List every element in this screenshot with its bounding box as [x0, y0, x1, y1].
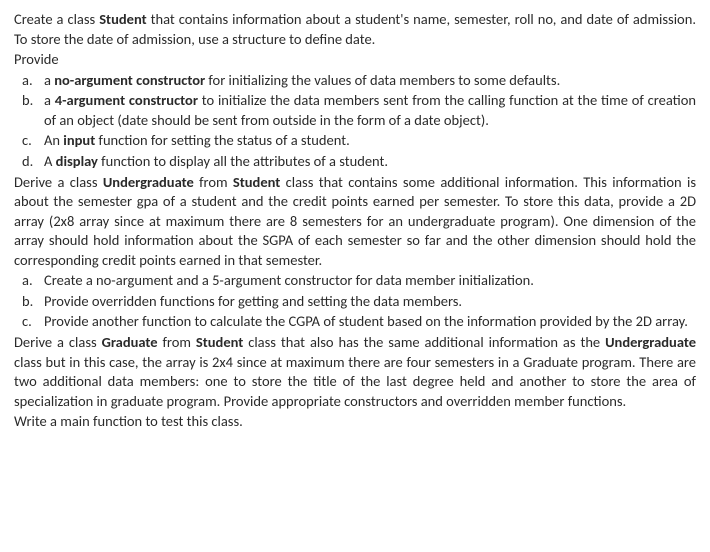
list-body: Create a no-argument and a 5-argument co…	[44, 271, 696, 291]
text: function for setting the status of a stu…	[95, 131, 350, 149]
text: a	[44, 71, 54, 89]
list-body: A display function to display all the at…	[44, 152, 696, 172]
list-marker: c.	[14, 131, 44, 151]
text: from	[194, 173, 233, 191]
paragraph-main: Write a main function to test this class…	[14, 412, 696, 432]
text: a	[44, 91, 55, 109]
list-body: Provide another function to calculate th…	[44, 312, 696, 332]
list-body: An input function for setting the status…	[44, 131, 696, 151]
list-marker: a.	[14, 271, 44, 291]
list-item-d: d. A display function to display all the…	[14, 152, 696, 172]
list-item-c: c. Provide another function to calculate…	[14, 312, 696, 332]
bold: 4-argument constructor	[55, 91, 198, 109]
list-marker: c.	[14, 312, 44, 332]
bold: input	[63, 131, 95, 149]
list-marker: a.	[14, 71, 44, 91]
text: An	[44, 131, 63, 149]
text: class but in this case, the array is 2x4…	[14, 353, 696, 410]
text: A	[44, 152, 56, 170]
text: Derive a class	[14, 333, 102, 351]
list-marker: b.	[14, 292, 44, 312]
bold-student: Student	[99, 10, 146, 28]
bold-student: Student	[233, 173, 280, 191]
list-body: a no-argument constructor for initializi…	[44, 71, 696, 91]
list-student-requirements: a. a no-argument constructor for initial…	[14, 71, 696, 172]
text: Create a class	[14, 10, 99, 28]
list-item-b: b. Provide overridden functions for gett…	[14, 292, 696, 312]
paragraph-provide: Provide	[14, 50, 696, 70]
list-body: a 4-argument constructor to initialize t…	[44, 91, 696, 130]
text: for initializing the values of data memb…	[205, 71, 560, 89]
list-marker: b.	[14, 91, 44, 130]
list-marker: d.	[14, 152, 44, 172]
bold-undergraduate: Undergraduate	[103, 173, 194, 191]
list-item-a: a. a no-argument constructor for initial…	[14, 71, 696, 91]
list-body: Provide overridden functions for getting…	[44, 292, 696, 312]
text: function to display all the attributes o…	[98, 152, 388, 170]
bold: no-argument constructor	[54, 71, 205, 89]
text: Derive a class	[14, 173, 103, 191]
bold-student: Student	[196, 333, 243, 351]
list-item-c: c. An input function for setting the sta…	[14, 131, 696, 151]
bold-graduate: Graduate	[102, 333, 158, 351]
bold: display	[56, 152, 98, 170]
bold-undergraduate: Undergraduate	[605, 333, 696, 351]
text: from	[158, 333, 196, 351]
paragraph-intro: Create a class Student that contains inf…	[14, 10, 696, 49]
list-item-a: a. Create a no-argument and a 5-argument…	[14, 271, 696, 291]
list-undergrad-requirements: a. Create a no-argument and a 5-argument…	[14, 271, 696, 332]
paragraph-graduate: Derive a class Graduate from Student cla…	[14, 333, 696, 411]
text: class that also has the same additional …	[243, 333, 605, 351]
paragraph-undergraduate: Derive a class Undergraduate from Studen…	[14, 173, 696, 271]
list-item-b: b. a 4-argument constructor to initializ…	[14, 91, 696, 130]
